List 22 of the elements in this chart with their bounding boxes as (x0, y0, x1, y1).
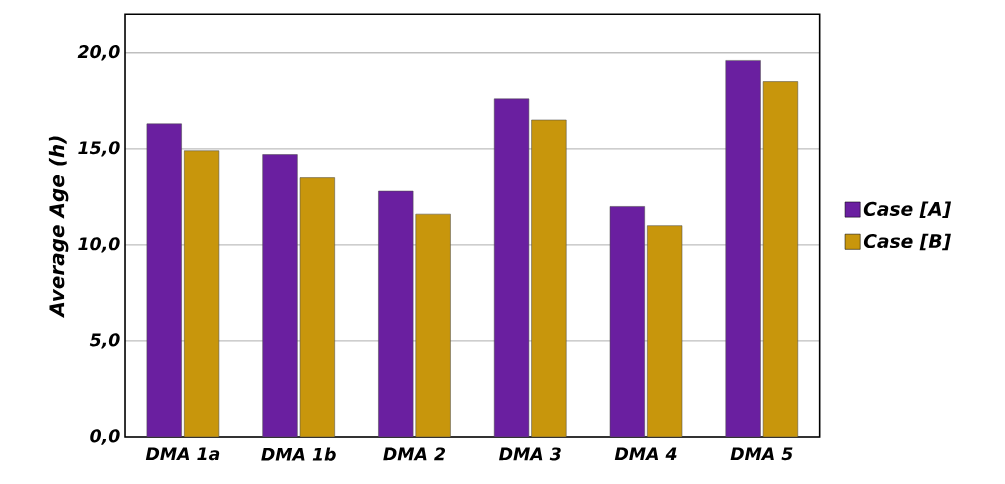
legend-label: Case [A] (863, 201, 952, 219)
y-tick-label: 0,0 (90, 429, 120, 445)
y-axis-title: Average Age (h) (48, 136, 69, 318)
bar (725, 60, 761, 437)
y-tick-label: 10,0 (78, 237, 120, 253)
y-tick-label: 15,0 (78, 141, 120, 157)
legend-label: Case [B] (863, 233, 951, 251)
x-tick-label: DMA 5 (730, 447, 793, 461)
x-tick-label: DMA 2 (383, 447, 446, 461)
y-tick-label: 5,0 (89, 333, 120, 349)
y-tick-label: 20,0 (77, 45, 120, 61)
bar (378, 190, 414, 437)
bar (493, 98, 530, 437)
bar (262, 154, 298, 437)
bar (609, 206, 645, 437)
x-tick-label: DMA 4 (614, 447, 677, 461)
bar (146, 123, 182, 437)
bar (183, 150, 220, 437)
x-tick-label: DMA 3 (499, 447, 561, 461)
x-tick-label: DMA 1b (261, 447, 336, 461)
bar (647, 225, 683, 437)
x-tick-label: DMA 1a (145, 447, 220, 461)
